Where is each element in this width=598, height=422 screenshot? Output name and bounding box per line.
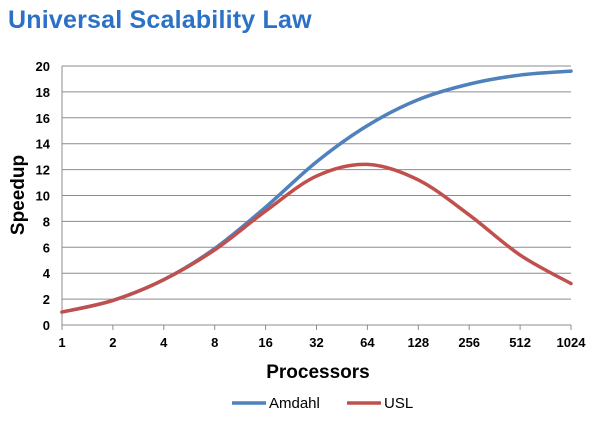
x-tick-label: 1 xyxy=(58,335,65,350)
y-tick-label: 20 xyxy=(36,59,50,74)
legend: Amdahl USL xyxy=(232,395,413,412)
series-line-usl xyxy=(60,162,573,314)
x-tick-label: 128 xyxy=(407,335,429,350)
chart-title: Universal Scalability Law xyxy=(8,6,312,34)
legend-label: Amdahl xyxy=(269,395,320,412)
x-tick-label: 2 xyxy=(109,335,116,350)
y-tick-label: 6 xyxy=(43,240,50,255)
series-lines xyxy=(60,69,573,314)
y-tick-label: 12 xyxy=(36,163,50,178)
y-axis-title: Speedup xyxy=(8,155,29,235)
y-tick-label: 16 xyxy=(36,111,50,126)
legend-item-usl: USL xyxy=(347,395,413,412)
y-tick-label: 4 xyxy=(43,266,51,281)
y-tick-labels: 0 2 4 6 8 10 12 14 16 18 20 xyxy=(36,59,51,333)
x-tick-label: 16 xyxy=(258,335,272,350)
x-tick-label: 1024 xyxy=(557,335,587,350)
x-tick-label: 64 xyxy=(360,335,375,350)
y-tick-label: 8 xyxy=(43,214,50,229)
y-tick-label: 0 xyxy=(43,318,50,333)
y-tick-label: 2 xyxy=(43,292,50,307)
axes xyxy=(61,66,572,330)
x-tick-label: 4 xyxy=(160,335,168,350)
x-tick-label: 256 xyxy=(458,335,480,350)
legend-label: USL xyxy=(384,395,413,412)
x-tick-label: 8 xyxy=(211,335,218,350)
series-line-amdahl xyxy=(60,69,573,314)
x-axis-title: Processors xyxy=(266,362,370,383)
legend-item-amdahl: Amdahl xyxy=(232,395,320,412)
gridlines xyxy=(62,65,571,300)
y-tick-label: 10 xyxy=(36,189,50,204)
x-tick-label: 512 xyxy=(509,335,531,350)
x-tick-labels: 1 2 4 8 16 32 64 128 256 512 1024 xyxy=(58,335,586,350)
y-tick-label: 14 xyxy=(36,137,51,152)
x-tick-label: 32 xyxy=(309,335,323,350)
y-tick-label: 18 xyxy=(36,85,50,100)
